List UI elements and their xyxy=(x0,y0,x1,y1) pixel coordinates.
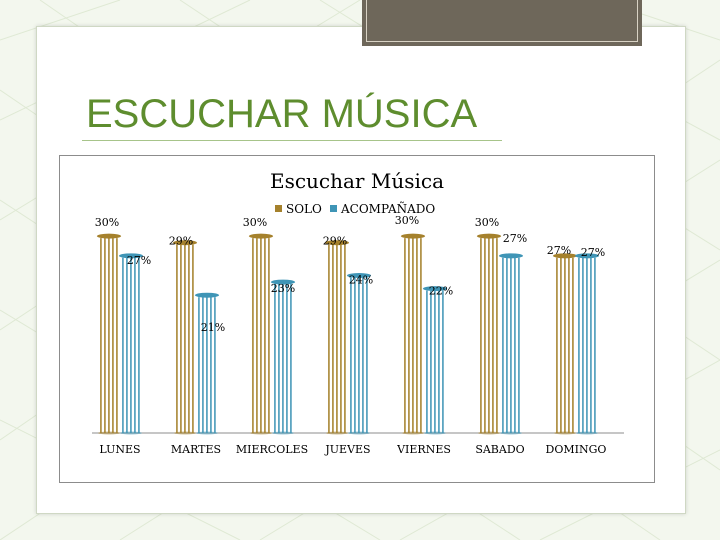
category-label-viernes: VIERNES xyxy=(396,443,451,456)
value-label-solo-miercoles: 30% xyxy=(243,216,267,229)
value-label-solo-jueves: 29% xyxy=(323,235,347,248)
chart-title: Escuchar Música xyxy=(270,169,444,193)
bar-acompanado-miercoles xyxy=(271,279,295,435)
category-label-jueves: JUEVES xyxy=(324,443,370,456)
bar-solo-domingo xyxy=(553,253,577,435)
bar-acompanado-sabado xyxy=(499,253,523,435)
chart-container: Escuchar Música SOLO ACOMPAÑADO 30% 27% 29… xyxy=(59,155,655,483)
value-label-acompanado-miercoles: 23% xyxy=(271,282,295,295)
title-underline xyxy=(82,140,502,141)
bar-acompanado-martes xyxy=(195,292,219,435)
bar-acompanado-domingo xyxy=(575,253,599,435)
value-label-acompanado-sabado: 27% xyxy=(503,232,527,245)
slide-header-tab-border xyxy=(366,0,638,42)
category-label-lunes: LUNES xyxy=(99,443,140,456)
bar-acompanado-viernes xyxy=(423,286,447,435)
legend-swatch-solo xyxy=(275,205,282,212)
bar-solo-jueves xyxy=(325,240,349,435)
legend-swatch-acompanado xyxy=(330,205,337,212)
category-label-sabado: SABADO xyxy=(475,443,524,456)
value-label-acompanado-domingo: 27% xyxy=(581,246,605,259)
slide-header-tab xyxy=(362,0,642,46)
slide-title: ESCUCHAR MÚSICA xyxy=(86,92,478,136)
value-label-solo-martes: 29% xyxy=(169,235,193,248)
legend-label-acompanado: ACOMPAÑADO xyxy=(340,201,435,216)
legend: SOLO ACOMPAÑADO xyxy=(275,201,435,216)
bar-solo-lunes xyxy=(97,233,121,435)
category-label-domingo: DOMINGO xyxy=(546,443,607,456)
value-label-acompanado-jueves: 24% xyxy=(349,274,373,287)
bar-solo-miercoles xyxy=(249,233,273,435)
value-label-solo-lunes: 30% xyxy=(95,216,119,229)
bar-solo-martes xyxy=(173,240,197,435)
bar-chart: Escuchar Música SOLO ACOMPAÑADO 30% 27% 29… xyxy=(92,169,624,456)
category-label-martes: MARTES xyxy=(171,443,221,456)
bar-acompanado-jueves xyxy=(347,273,371,435)
category-label-miercoles: MIERCOLES xyxy=(236,443,308,456)
value-label-solo-viernes: 30% xyxy=(395,214,419,227)
value-label-acompanado-martes: 21% xyxy=(201,321,225,334)
bar-acompanado-lunes xyxy=(119,253,143,435)
value-label-acompanado-lunes: 27% xyxy=(127,254,151,267)
value-label-solo-sabado: 30% xyxy=(475,216,499,229)
bar-solo-viernes xyxy=(401,233,425,435)
value-label-solo-domingo: 27% xyxy=(547,244,571,257)
legend-label-solo: SOLO xyxy=(286,202,322,216)
value-label-acompanado-viernes: 22% xyxy=(429,285,453,298)
bar-solo-sabado xyxy=(477,233,501,435)
